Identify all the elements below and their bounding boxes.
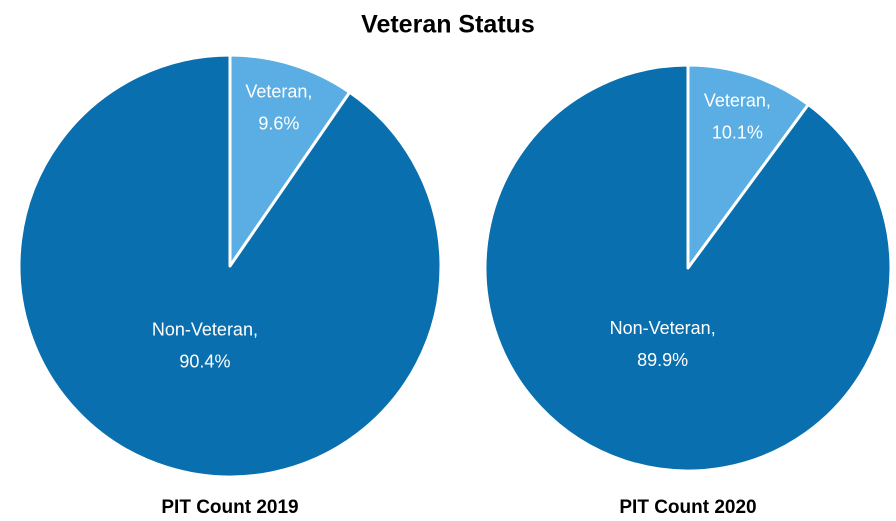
pie-slice	[483, 63, 893, 473]
chart-subtitle: PIT Count 2019	[161, 497, 298, 518]
slice-category: Non-Veteran,	[152, 319, 258, 339]
pie-slice	[228, 53, 352, 268]
slice-category: Veteran,	[245, 82, 312, 102]
slice-category: Veteran,	[704, 90, 771, 110]
slice-value-label: 90.4%	[179, 351, 230, 371]
slice-value-label: 10.1%	[712, 122, 763, 142]
slice-category: Non-Veteran,	[610, 318, 716, 338]
chart-title: Veteran Status	[361, 11, 535, 39]
slice-value-label: 89.9%	[637, 350, 688, 370]
slice-value-label: 9.6%	[258, 114, 299, 134]
pie-slice	[686, 63, 810, 270]
chart-subtitle: PIT Count 2020	[619, 497, 756, 518]
pie-slice	[17, 53, 443, 479]
